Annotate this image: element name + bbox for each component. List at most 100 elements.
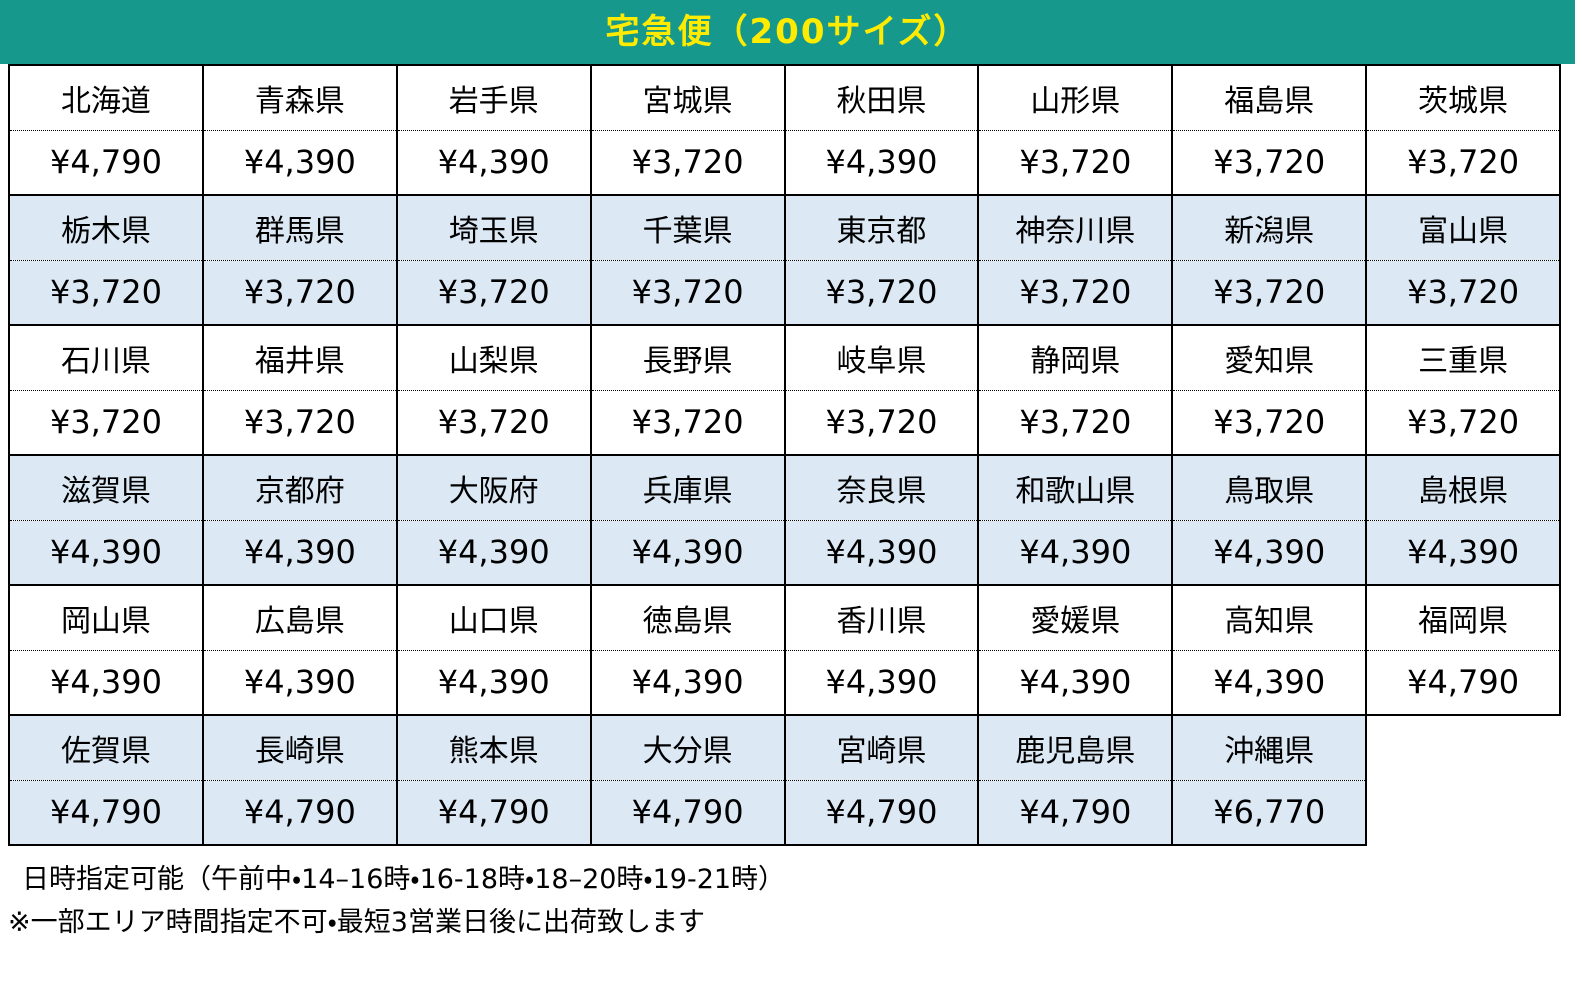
price-cell: ¥4,790 bbox=[977, 779, 1174, 846]
price-cell: ¥4,790 bbox=[589, 779, 786, 846]
prefecture-cell: 愛媛県 bbox=[977, 584, 1174, 651]
prefecture-cell: 三重県 bbox=[1365, 324, 1561, 391]
prefecture-cell: 新潟県 bbox=[1171, 194, 1368, 261]
price-cell: ¥4,790 bbox=[8, 779, 204, 846]
prefecture-cell: 岡山県 bbox=[8, 584, 204, 651]
prefecture-cell: 山口県 bbox=[395, 584, 592, 651]
prefecture-cell: 熊本県 bbox=[395, 714, 592, 781]
rates-table-body: 北海道 青森県 岩手県 宮城県 秋田県 山形県 福島県 茨城県 ¥4,790 ¥4,390 ¥4,3… bbox=[8, 64, 1561, 846]
price-cell: ¥4,390 bbox=[1171, 649, 1368, 716]
price-cell: ¥4,390 bbox=[783, 519, 980, 586]
prefecture-row: 岡山県 広島県 山口県 徳島県 香川県 愛媛県 高知県 福岡県 bbox=[8, 584, 1561, 651]
price-cell: ¥3,720 bbox=[977, 129, 1174, 196]
price-cell: ¥4,790 bbox=[1365, 649, 1561, 716]
price-row: ¥4,390 ¥4,390 ¥4,390 ¥4,390 ¥4,390 ¥4,390 ¥4,3… bbox=[8, 519, 1561, 586]
price-cell: ¥3,720 bbox=[201, 259, 398, 326]
prefecture-row: 栃木県 群馬県 埼玉県 千葉県 東京都 神奈川県 新潟県 富山県 bbox=[8, 194, 1561, 261]
price-cell: ¥3,720 bbox=[589, 129, 786, 196]
prefecture-cell: 島根県 bbox=[1365, 454, 1561, 521]
prefecture-cell: 栃木県 bbox=[8, 194, 204, 261]
price-cell: ¥4,390 bbox=[201, 649, 398, 716]
prefecture-cell: 宮城県 bbox=[589, 64, 786, 131]
prefecture-cell: 長野県 bbox=[589, 324, 786, 391]
prefecture-cell: 山形県 bbox=[977, 64, 1174, 131]
price-cell: ¥4,390 bbox=[8, 519, 204, 586]
prefecture-cell: 青森県 bbox=[201, 64, 398, 131]
price-cell: ¥6,770 bbox=[1171, 779, 1368, 846]
prefecture-row: 滋賀県 京都府 大阪府 兵庫県 奈良県 和歌山県 鳥取県 島根県 bbox=[8, 454, 1561, 521]
prefecture-cell: 宮崎県 bbox=[783, 714, 980, 781]
prefecture-cell: 滋賀県 bbox=[8, 454, 204, 521]
prefecture-cell: 岐阜県 bbox=[783, 324, 980, 391]
price-cell: ¥4,790 bbox=[783, 779, 980, 846]
prefecture-cell: 群馬県 bbox=[201, 194, 398, 261]
prefecture-row: 石川県 福井県 山梨県 長野県 岐阜県 静岡県 愛知県 三重県 bbox=[8, 324, 1561, 391]
price-cell: ¥3,720 bbox=[8, 389, 204, 456]
prefecture-cell: 北海道 bbox=[8, 64, 204, 131]
prefecture-cell: 山梨県 bbox=[395, 324, 592, 391]
price-cell: ¥4,390 bbox=[395, 129, 592, 196]
prefecture-cell: 兵庫県 bbox=[589, 454, 786, 521]
price-cell: ¥3,720 bbox=[1365, 259, 1561, 326]
price-row: ¥4,790 ¥4,390 ¥4,390 ¥3,720 ¥4,390 ¥3,720 ¥3,7… bbox=[8, 129, 1561, 196]
prefecture-row: 佐賀県 長崎県 熊本県 大分県 宮崎県 鹿児島県 沖縄県 bbox=[8, 714, 1560, 781]
price-cell: ¥3,720 bbox=[977, 389, 1174, 456]
delivery-time-note: 日時指定可能（午前中・14–16時・16-18時・18–20時・19-21時） bbox=[22, 864, 786, 895]
price-cell: ¥3,720 bbox=[1365, 129, 1561, 196]
price-cell: ¥4,390 bbox=[395, 519, 592, 586]
shipping-rates-table: 北海道 青森県 岩手県 宮城県 秋田県 山形県 福島県 茨城県 ¥4,790 ¥4,390 ¥4,3… bbox=[8, 64, 1561, 846]
price-cell: ¥3,720 bbox=[783, 259, 980, 326]
prefecture-cell: 大分県 bbox=[589, 714, 786, 781]
prefecture-cell: 徳島県 bbox=[589, 584, 786, 651]
price-cell: ¥3,720 bbox=[395, 389, 592, 456]
price-row: ¥3,720 ¥3,720 ¥3,720 ¥3,720 ¥3,720 ¥3,720 ¥3,7… bbox=[8, 389, 1561, 456]
price-cell: ¥4,390 bbox=[201, 519, 398, 586]
notes-section: 日時指定可能（午前中・14–16時・16-18時・18–20時・19-21時） … bbox=[8, 858, 1575, 944]
price-cell: ¥3,720 bbox=[1171, 259, 1368, 326]
prefecture-cell: 埼玉県 bbox=[395, 194, 592, 261]
prefecture-cell: 鹿児島県 bbox=[977, 714, 1174, 781]
prefecture-cell: 岩手県 bbox=[395, 64, 592, 131]
price-cell: ¥3,720 bbox=[783, 389, 980, 456]
prefecture-cell: 福島県 bbox=[1171, 64, 1368, 131]
price-cell: ¥4,390 bbox=[977, 519, 1174, 586]
prefecture-cell: 千葉県 bbox=[589, 194, 786, 261]
prefecture-row: 北海道 青森県 岩手県 宮城県 秋田県 山形県 福島県 茨城県 bbox=[8, 64, 1561, 131]
price-row: ¥4,790 ¥4,790 ¥4,790 ¥4,790 ¥4,790 ¥4,790 ¥6,7… bbox=[8, 779, 1560, 846]
price-row: ¥3,720 ¥3,720 ¥3,720 ¥3,720 ¥3,720 ¥3,720 ¥3,7… bbox=[8, 259, 1561, 326]
prefecture-cell: 茨城県 bbox=[1365, 64, 1561, 131]
prefecture-cell: 京都府 bbox=[201, 454, 398, 521]
prefecture-cell: 石川県 bbox=[8, 324, 204, 391]
price-cell: ¥4,790 bbox=[395, 779, 592, 846]
price-cell: ¥3,720 bbox=[589, 389, 786, 456]
price-cell: ¥4,390 bbox=[977, 649, 1174, 716]
price-cell: ¥4,390 bbox=[395, 649, 592, 716]
price-row: ¥4,390 ¥4,390 ¥4,390 ¥4,390 ¥4,390 ¥4,390 ¥4,3… bbox=[8, 649, 1561, 716]
prefecture-cell: 福井県 bbox=[201, 324, 398, 391]
price-cell: ¥3,720 bbox=[201, 389, 398, 456]
price-cell: ¥3,720 bbox=[1171, 129, 1368, 196]
prefecture-cell: 東京都 bbox=[783, 194, 980, 261]
prefecture-cell: 秋田県 bbox=[783, 64, 980, 131]
price-cell: ¥3,720 bbox=[977, 259, 1174, 326]
price-cell: ¥4,390 bbox=[589, 519, 786, 586]
prefecture-cell: 沖縄県 bbox=[1171, 714, 1368, 781]
title-banner: 宅急便（200サイズ） bbox=[0, 0, 1575, 64]
price-cell: ¥3,720 bbox=[395, 259, 592, 326]
prefecture-cell: 大阪府 bbox=[395, 454, 592, 521]
prefecture-cell: 鳥取県 bbox=[1171, 454, 1368, 521]
price-cell: ¥3,720 bbox=[1171, 389, 1368, 456]
prefecture-cell: 高知県 bbox=[1171, 584, 1368, 651]
prefecture-cell: 福岡県 bbox=[1365, 584, 1561, 651]
prefecture-cell: 神奈川県 bbox=[977, 194, 1174, 261]
price-cell: ¥3,720 bbox=[1365, 389, 1561, 456]
price-cell: ¥3,720 bbox=[589, 259, 786, 326]
price-cell: ¥4,390 bbox=[783, 129, 980, 196]
price-cell: ¥4,390 bbox=[201, 129, 398, 196]
prefecture-cell: 奈良県 bbox=[783, 454, 980, 521]
price-cell: ¥4,790 bbox=[201, 779, 398, 846]
prefecture-cell: 和歌山県 bbox=[977, 454, 1174, 521]
price-cell: ¥4,390 bbox=[1171, 519, 1368, 586]
price-cell: ¥4,390 bbox=[1365, 519, 1561, 586]
prefecture-cell: 富山県 bbox=[1365, 194, 1561, 261]
